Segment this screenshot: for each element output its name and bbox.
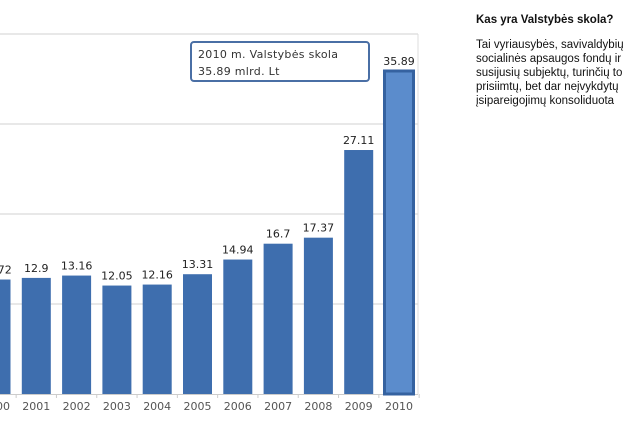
info-title: Kas yra Valstybės skola? xyxy=(476,14,614,26)
bar-2005 xyxy=(183,274,212,394)
data-label-2009: 27.11 xyxy=(343,134,375,147)
data-label-2003: 12.05 xyxy=(101,270,133,283)
info-line: prisiimtų, bet dar neįvykdytų xyxy=(476,81,619,93)
x-tick-label-2010: 2010 xyxy=(385,400,413,413)
data-label-2005: 13.31 xyxy=(182,258,214,271)
bar-2000 xyxy=(0,279,11,394)
data-label-2010: 35.89 xyxy=(383,55,415,68)
tooltip-line-2: 35.89 mlrd. Lt xyxy=(198,65,280,78)
bar-2008 xyxy=(303,237,333,394)
x-tick-label-2006: 2006 xyxy=(224,400,252,413)
x-tick-label-2002: 2002 xyxy=(63,400,91,413)
tooltip: 2010 m. Valstybės skola 35.89 mlrd. Lt xyxy=(190,41,370,82)
tooltip-line-1: 2010 m. Valstybės skola xyxy=(198,48,339,61)
bar-2006 xyxy=(223,259,253,394)
data-label-2002: 13.16 xyxy=(61,260,93,273)
x-tick-label-2000: 2000 xyxy=(0,400,10,413)
info-line: įsipareigojimų konsoliduota xyxy=(476,95,615,107)
x-tick-label-2005: 2005 xyxy=(184,400,212,413)
data-label-2007: 16.7 xyxy=(266,228,291,241)
bar-2004 xyxy=(142,284,172,394)
bar-chart: 12.72 2000 12.9 2001 13.16 2002 12.05 2003 12.16… xyxy=(0,33,420,413)
x-tick-label-2001: 2001 xyxy=(22,400,50,413)
data-label-2006: 14.94 xyxy=(222,244,254,257)
x-tick-label-2009: 2009 xyxy=(345,400,373,413)
x-tick-label-2004: 2004 xyxy=(143,400,171,413)
info-line: socialinės apsaugos fondų ir xyxy=(476,53,622,65)
data-label-2004: 12.16 xyxy=(141,269,173,282)
x-tick-label-2008: 2008 xyxy=(304,400,332,413)
bar-2001 xyxy=(21,277,51,394)
data-label-2001: 12.9 xyxy=(24,262,49,275)
x-tick-label-2007: 2007 xyxy=(264,400,292,413)
bar-2009 xyxy=(344,150,374,394)
bar-2003 xyxy=(102,285,132,394)
bar-2010 xyxy=(383,69,415,396)
x-tick-label-2003: 2003 xyxy=(103,400,131,413)
data-label-2000: 12.72 xyxy=(0,264,12,277)
info-line: susijusių subjektų, turinčių to xyxy=(476,67,623,79)
bar-2002 xyxy=(62,275,92,394)
info-panel: Kas yra Valstybės skola? Tai vyriausybės… xyxy=(476,14,640,108)
info-line: Tai vyriausybės, savivaldybių xyxy=(476,39,624,51)
data-label-2008: 17.37 xyxy=(303,222,335,235)
bar-2007 xyxy=(263,243,293,394)
